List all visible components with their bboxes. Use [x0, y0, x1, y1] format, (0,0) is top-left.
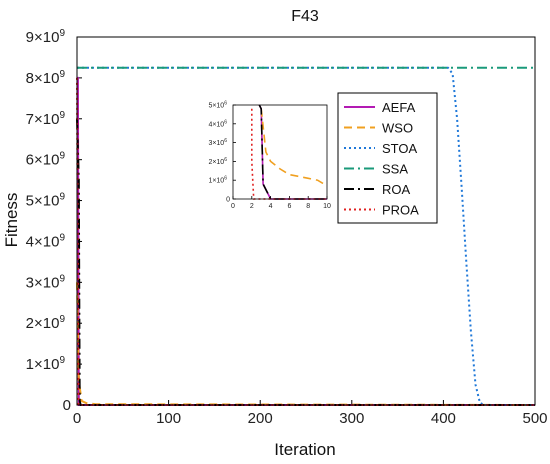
x-axis-label: Iteration: [274, 440, 335, 459]
y-axis-label: Fitness: [2, 193, 21, 248]
y-tick-label: 1×109: [26, 355, 66, 373]
inset-series-line-wso: [260, 108, 328, 187]
inset-background: [233, 105, 327, 199]
series-line-wso: [76, 282, 536, 406]
y-tick-label: 7×109: [26, 110, 66, 128]
inset-x-tick-label: 6: [287, 203, 291, 210]
inset-y-tick-label: 4×106: [208, 119, 227, 128]
inset-y-tick-label: 1×106: [208, 176, 227, 185]
inset-x-tick-label: 10: [323, 203, 331, 210]
legend-box: [337, 92, 438, 224]
plot-frame: [76, 36, 536, 406]
legend-label-wso: WSO: [382, 121, 413, 136]
inset-x-tick-label: 4: [269, 203, 273, 210]
y-tick-label: 9×109: [26, 28, 66, 46]
y-tick-label: 0: [63, 397, 71, 414]
chart-title: F43: [291, 8, 319, 25]
x-tick-label: 200: [248, 410, 273, 427]
y-tick-label: 8×109: [26, 69, 66, 87]
series-line-stoa: [77, 66, 535, 406]
x-tick-label: 400: [431, 410, 456, 427]
x-tick-label: 100: [156, 410, 181, 427]
legend-label-aefa: AEFA: [382, 100, 416, 115]
inset-x-tick-label: 0: [231, 203, 235, 210]
legend-label-ssa: SSA: [382, 162, 408, 177]
x-tick-label: 0: [73, 410, 81, 427]
inset-y-tick-label: 0: [226, 197, 230, 204]
inset-y-tick-label: 5×106: [208, 101, 227, 110]
inset-x-tick-label: 8: [306, 203, 310, 210]
y-tick-label: 6×109: [26, 151, 66, 169]
y-tick-label: 2×109: [26, 314, 66, 332]
y-tick-label: 3×109: [26, 273, 66, 291]
legend-label-proa: PROA: [382, 203, 419, 218]
legend-label-stoa: STOA: [382, 141, 417, 156]
x-tick-label: 500: [522, 410, 547, 427]
y-tick-label: 4×109: [26, 232, 66, 250]
legend-label-roa: ROA: [382, 182, 411, 197]
inset-x-tick-label: 2: [250, 203, 254, 210]
inset-y-tick-label: 3×106: [208, 138, 227, 147]
inset-y-tick-label: 2×106: [208, 157, 227, 166]
y-tick-label: 5×109: [26, 192, 66, 210]
inset-frame: [232, 104, 328, 200]
x-tick-label: 300: [339, 410, 364, 427]
